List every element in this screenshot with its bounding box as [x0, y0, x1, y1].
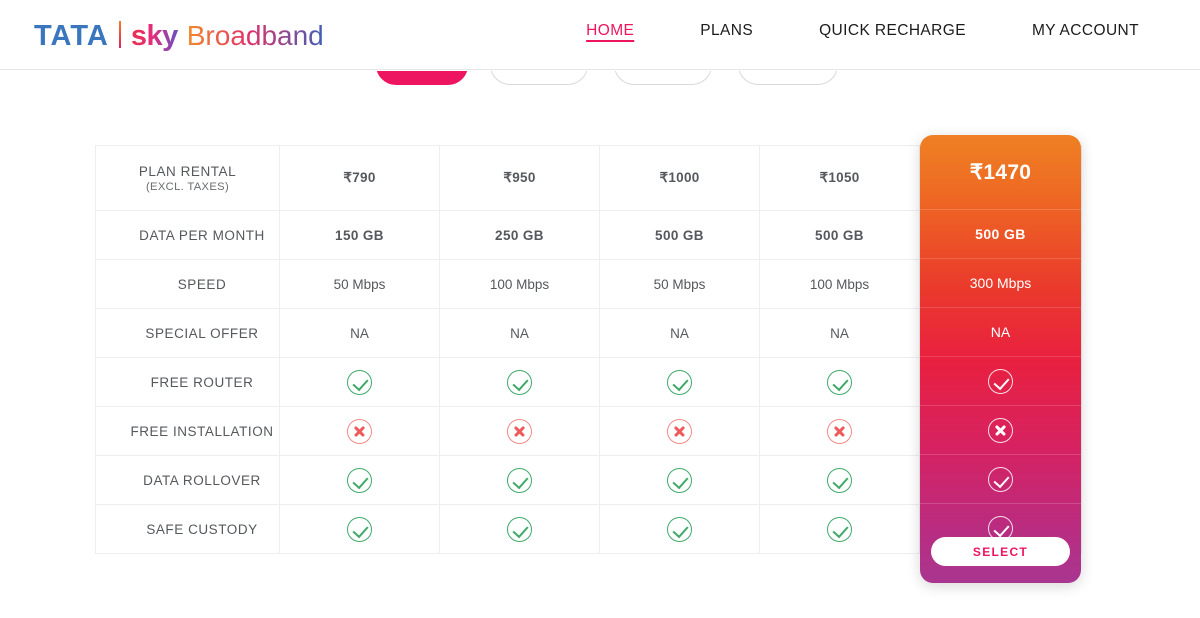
cell-offer-plan-2: NA [439, 308, 600, 358]
nav-item-my-account[interactable]: MY ACCOUNT [1031, 22, 1139, 39]
cell-data-plan-1: 150 GB [279, 210, 440, 260]
cell-custody-plan-4 [759, 504, 920, 554]
featured-router [920, 357, 1081, 406]
row-label-data-rollover: DATA ROLLOVER [95, 455, 280, 505]
check-circle-icon [347, 369, 372, 395]
row-label-plan-rental-text: PLAN RENTAL [138, 163, 237, 179]
featured-rollover [920, 455, 1081, 504]
featured-speed: 300 Mbps [920, 259, 1081, 308]
cell-price-plan-4: ₹1050 [759, 145, 920, 211]
row-label-plan-rental: PLAN RENTAL (EXCL. TAXES) [95, 145, 280, 211]
cell-data-plan-3: 500 GB [599, 210, 760, 260]
brand-sky-text: sky [130, 20, 178, 52]
plan-category-tab-2[interactable] [490, 71, 588, 85]
check-circle-icon [347, 516, 372, 542]
check-circle-icon [507, 467, 532, 493]
plan-category-tab-3[interactable] [614, 71, 712, 85]
table-row-speed: SPEED 50 Mbps 100 Mbps 50 Mbps 100 Mbps [95, 259, 1082, 309]
nav-item-quick-recharge[interactable]: QUICK RECHARGE [819, 22, 966, 39]
nav-item-plans[interactable]: PLANS [700, 22, 754, 39]
cell-data-plan-4: 500 GB [759, 210, 920, 260]
cell-custody-plan-2 [439, 504, 600, 554]
cell-offer-plan-1: NA [279, 308, 440, 358]
cell-speed-plan-2: 100 Mbps [439, 259, 600, 309]
row-label-special-offer: SPECIAL OFFER [95, 308, 280, 358]
cell-rollover-plan-2 [439, 455, 600, 505]
featured-price: ₹1470 [920, 135, 1081, 210]
cell-price-plan-3: ₹1000 [599, 145, 760, 211]
row-label-speed: SPEED [95, 259, 280, 309]
site-header: TATA sky Broadband HOME PLANS QUICK RECH… [0, 0, 1200, 70]
cross-circle-icon [507, 418, 532, 444]
plan-category-tab-1[interactable] [376, 71, 468, 85]
cell-price-plan-2: ₹950 [439, 145, 600, 211]
cell-router-plan-4 [759, 357, 920, 407]
check-circle-icon [667, 467, 692, 493]
check-circle-icon [667, 369, 692, 395]
check-circle-icon [507, 369, 532, 395]
featured-offer: NA [920, 308, 1081, 357]
main-navigation: HOME PLANS QUICK RECHARGE MY ACCOUNT [553, 22, 1172, 40]
brand-broadband-text: Broadband [186, 20, 324, 51]
row-label-safe-custody: SAFE CUSTODY [95, 504, 280, 554]
cell-installation-plan-1 [279, 406, 440, 456]
row-label-data-per-month: DATA PER MONTH [95, 210, 280, 260]
cell-offer-plan-3: NA [599, 308, 760, 358]
cell-data-plan-2: 250 GB [439, 210, 600, 260]
nav-item-home[interactable]: HOME [586, 22, 635, 39]
check-circle-icon [827, 516, 852, 542]
check-circle-icon [988, 368, 1013, 394]
cell-custody-plan-3 [599, 504, 760, 554]
cross-circle-icon [988, 417, 1013, 443]
cell-installation-plan-3 [599, 406, 760, 456]
cell-router-plan-2 [439, 357, 600, 407]
plan-category-tab-4[interactable] [738, 71, 838, 85]
row-label-free-router: FREE ROUTER [95, 357, 280, 407]
cell-speed-plan-3: 50 Mbps [599, 259, 760, 309]
check-circle-icon [667, 516, 692, 542]
select-plan-button[interactable]: SELECT [931, 537, 1070, 566]
cell-offer-plan-4: NA [759, 308, 920, 358]
cell-speed-plan-1: 50 Mbps [279, 259, 440, 309]
cell-installation-plan-4 [759, 406, 920, 456]
check-circle-icon [988, 466, 1013, 492]
cell-price-plan-1: ₹790 [279, 145, 440, 211]
brand-tata-text: TATA [34, 20, 109, 52]
cell-custody-plan-1 [279, 504, 440, 554]
check-circle-icon [507, 516, 532, 542]
cell-rollover-plan-1 [279, 455, 440, 505]
row-label-free-installation: FREE INSTALLATION [95, 406, 280, 456]
check-circle-icon [827, 467, 852, 493]
cross-circle-icon [667, 418, 692, 444]
featured-data: 500 GB [920, 210, 1081, 259]
check-circle-icon [347, 467, 372, 493]
cell-speed-plan-4: 100 Mbps [759, 259, 920, 309]
cell-rollover-plan-4 [759, 455, 920, 505]
cross-circle-icon [827, 418, 852, 444]
check-circle-icon [827, 369, 852, 395]
cell-rollover-plan-3 [599, 455, 760, 505]
cell-router-plan-3 [599, 357, 760, 407]
plan-category-tabs [0, 71, 1200, 85]
brand-logo[interactable]: TATA sky Broadband [34, 18, 324, 53]
featured-installation [920, 406, 1081, 455]
cell-router-plan-1 [279, 357, 440, 407]
brand-divider [118, 21, 121, 48]
cross-circle-icon [347, 418, 372, 444]
cell-installation-plan-2 [439, 406, 600, 456]
featured-plan-card[interactable]: ₹1470 500 GB 300 Mbps NA SELECT [920, 135, 1081, 583]
row-label-plan-rental-sub: (EXCL. TAXES) [145, 180, 230, 193]
